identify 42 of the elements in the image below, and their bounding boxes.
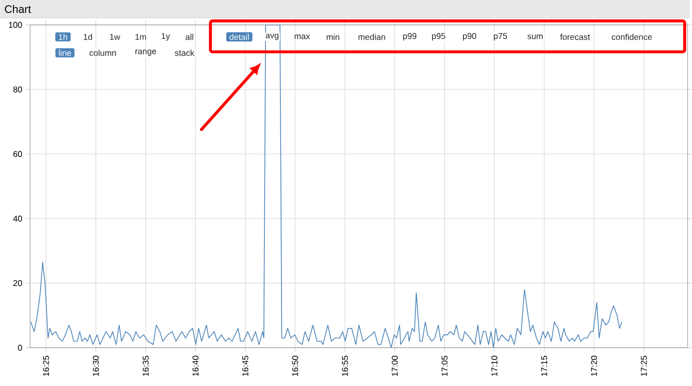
x-tick-label: 16:30 — [92, 356, 99, 376]
annotation: confidence — [612, 34, 652, 40]
annotation: 1y — [162, 33, 170, 41]
y-tick-label: 0 — [18, 344, 22, 351]
annotation: min — [326, 34, 340, 40]
annotation: avg — [266, 34, 278, 40]
annotation: range — [135, 50, 156, 56]
annotation: p95 — [432, 33, 446, 41]
annotation: p75 — [494, 33, 508, 41]
x-tick-label: 16:45 — [242, 356, 248, 376]
annotation: 1m — [135, 34, 146, 40]
annotation: 1d — [84, 34, 92, 40]
y-tick-label: 80 — [13, 86, 22, 93]
annotation: forecast — [560, 34, 590, 40]
x-tick-label: 17:00 — [392, 356, 398, 376]
y-tick-label: 40 — [13, 216, 22, 222]
annotation: sum — [527, 34, 543, 40]
annotation: detail — [230, 34, 249, 40]
x-tick-label: 17:25 — [640, 356, 647, 376]
x-tick-label: 17:20 — [591, 356, 597, 376]
chart-title: Chart — [4, 5, 31, 14]
x-tick-label: 16:25 — [43, 356, 50, 376]
annotation: 1w — [110, 34, 120, 40]
annotation: p90 — [462, 33, 476, 41]
annotation: p99 — [403, 33, 416, 41]
annotation: all — [186, 34, 194, 40]
y-tick-label: 20 — [13, 280, 22, 286]
annotation: stack — [174, 50, 194, 56]
annotation: 1h — [58, 34, 68, 40]
annotation: median — [358, 34, 386, 40]
annotation: line — [58, 50, 72, 56]
annotation: column — [90, 50, 116, 56]
y-tick-label: 100 — [8, 22, 22, 28]
x-tick-label: 16:55 — [342, 356, 348, 376]
x-tick-label: 17:15 — [541, 356, 548, 376]
x-tick-label: 16:35 — [142, 356, 149, 376]
x-tick-label: 16:40 — [192, 356, 198, 376]
annotation: max — [294, 34, 310, 40]
y-tick-label: 60 — [13, 151, 22, 158]
x-tick-label: 16:50 — [292, 356, 298, 376]
x-tick-label: 17:10 — [491, 356, 498, 376]
x-tick-label: 17:05 — [442, 356, 448, 376]
